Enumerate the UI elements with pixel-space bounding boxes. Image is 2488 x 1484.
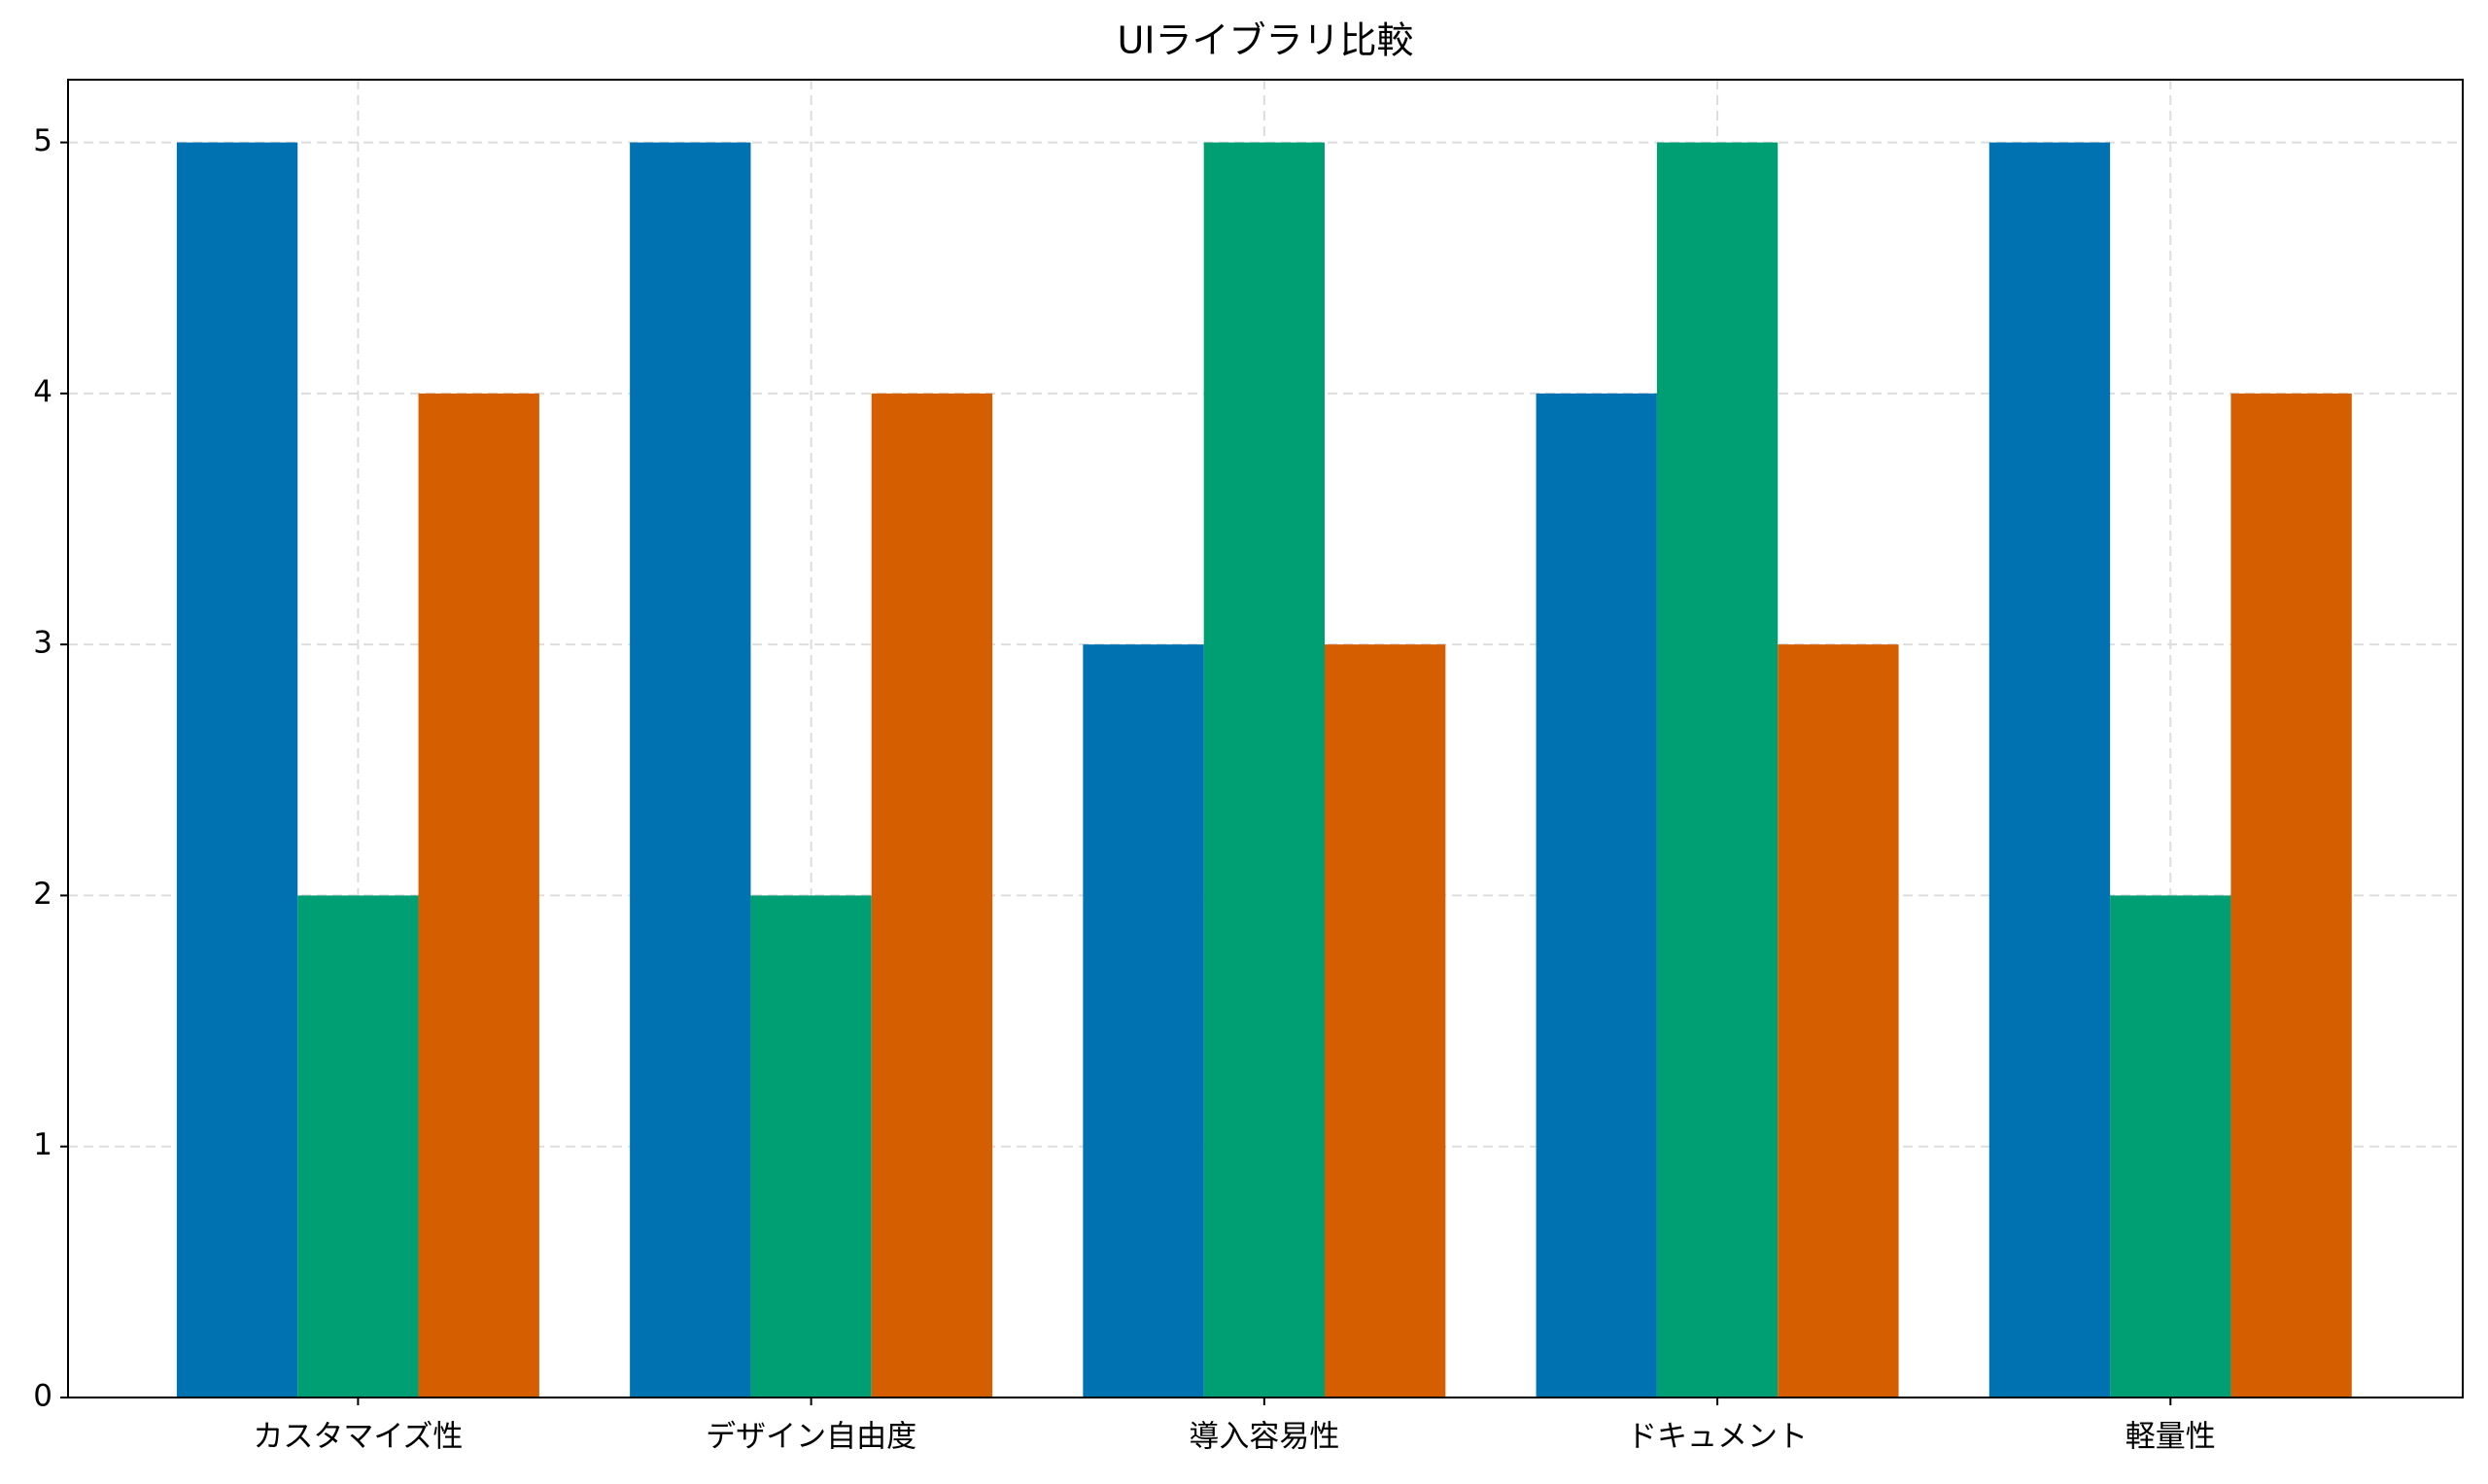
y-tick-label: 1	[33, 1127, 52, 1162]
bar	[1536, 393, 1657, 1398]
bar	[1656, 142, 1779, 1398]
x-tick-label: ドキュメント	[1627, 1420, 1808, 1455]
x-tick-label: 軽量性	[2125, 1420, 2216, 1455]
plot-frame	[67, 79, 2464, 1398]
bar	[1988, 142, 2111, 1398]
bar	[630, 142, 751, 1398]
x-tick-label: デザイン自由度	[706, 1420, 916, 1455]
y-tick-label: 0	[33, 1379, 52, 1414]
bar	[1203, 142, 1325, 1398]
bar	[750, 895, 872, 1398]
y-tick-label: 2	[33, 877, 52, 912]
bar	[176, 142, 298, 1398]
bar	[2110, 895, 2231, 1398]
bar	[418, 393, 539, 1398]
bar	[871, 393, 993, 1398]
bar	[2230, 393, 2352, 1398]
bar	[1778, 644, 1899, 1398]
y-tick-label: 4	[33, 374, 52, 409]
bar	[1324, 644, 1446, 1398]
x-tick-label: 導入容易性	[1189, 1420, 1339, 1455]
y-tick-label: 5	[33, 123, 52, 158]
y-tick-label: 3	[33, 626, 52, 661]
chart-title: UIライブラリ比較	[1117, 19, 1413, 62]
bar	[297, 895, 419, 1398]
x-tick-label: カスタマイズ性	[253, 1420, 463, 1455]
bar	[1083, 644, 1204, 1398]
